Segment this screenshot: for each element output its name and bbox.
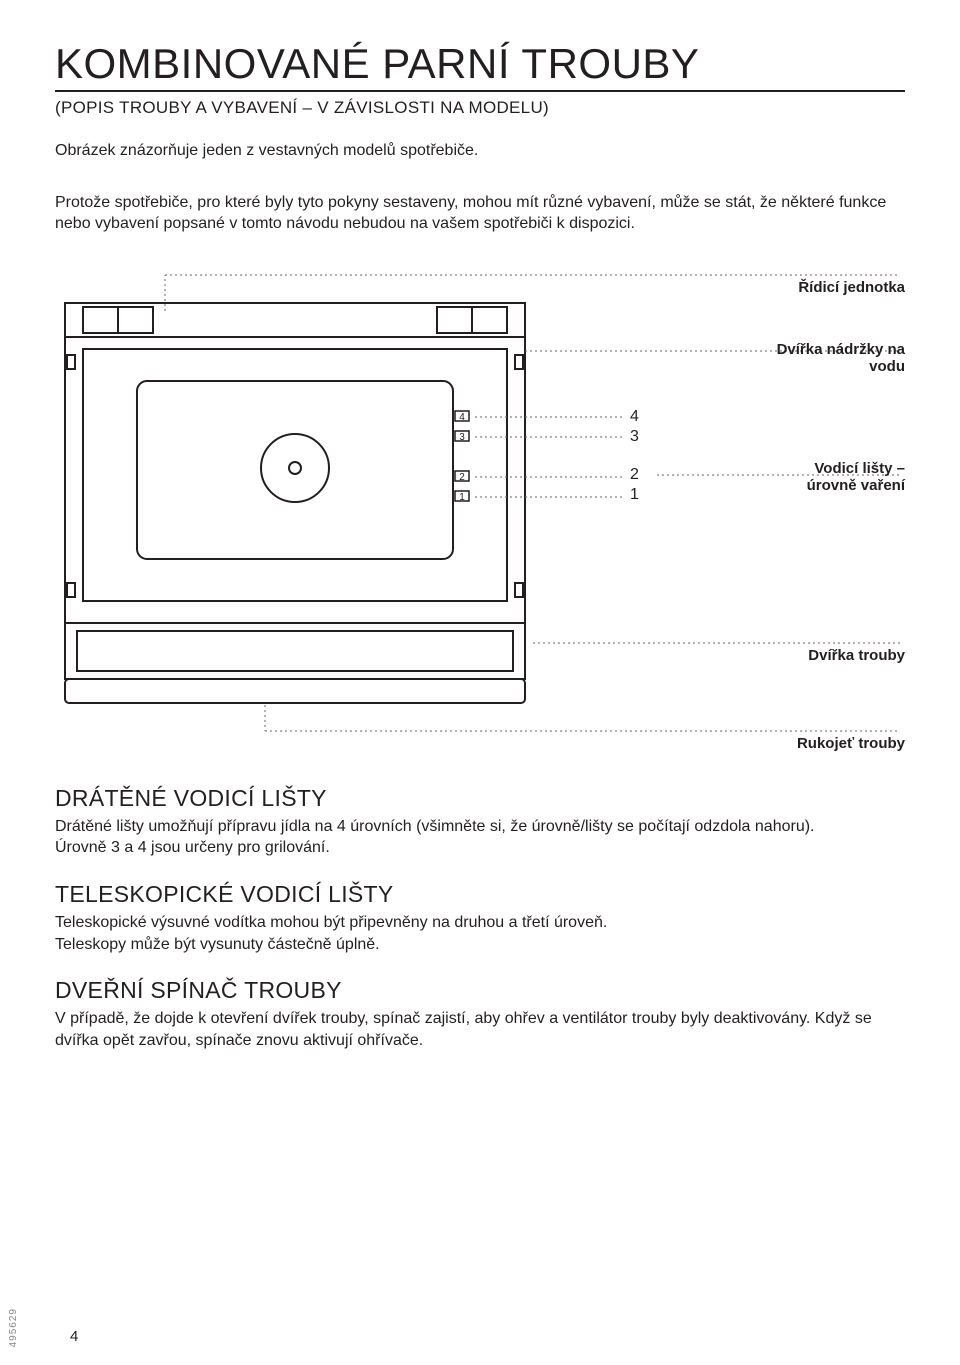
level-3-label: 3	[630, 427, 639, 447]
callout-guide-rails-l2: úrovně vaření	[807, 477, 905, 494]
callout-oven-handle: Rukojeť trouby	[797, 735, 905, 752]
callout-leaders	[55, 265, 905, 755]
door-switch-heading: DVEŘNÍ SPÍNAČ TROUBY	[55, 977, 905, 1004]
callout-guide-rails-l1: Vodicí lišty –	[814, 460, 905, 477]
wire-guides-p1: Drátěné lišty umožňují přípravu jídla na…	[55, 816, 905, 838]
page-title: KOMBINOVANÉ PARNÍ TROUBY	[55, 40, 905, 92]
callout-water-tank-door-l1: Dvířka nádržky na	[777, 341, 905, 358]
level-1-label: 1	[630, 485, 639, 505]
intro-paragraph-2: Protože spotřebiče, pro které byly tyto …	[55, 192, 905, 235]
telescopic-guides-p2: Teleskopy může být vysunuty částečně úpl…	[55, 934, 905, 956]
intro-paragraph-1: Obrázek znázorňuje jeden z vestavných mo…	[55, 140, 905, 162]
telescopic-guides-heading: TELESKOPICKÉ VODICÍ LIŠTY	[55, 881, 905, 908]
callout-oven-door: Dvířka trouby	[808, 647, 905, 664]
side-code: 495629	[8, 1308, 19, 1347]
wire-guides-p2: Úrovně 3 a 4 jsou určeny pro grilování.	[55, 837, 905, 859]
page-number: 4	[70, 1328, 78, 1345]
wire-guides-heading: DRÁTĚNÉ VODICÍ LIŠTY	[55, 785, 905, 812]
callout-water-tank-door-l2: vodu	[869, 358, 905, 375]
telescopic-guides-p1: Teleskopické výsuvné vodítka mohou být p…	[55, 912, 905, 934]
level-2-label: 2	[630, 465, 639, 485]
door-switch-p1: V případě, že dojde k otevření dvířek tr…	[55, 1008, 905, 1051]
callout-control-unit: Řídicí jednotka	[798, 279, 905, 296]
page-subtitle: (POPIS TROUBY A VYBAVENÍ – V ZÁVISLOSTI …	[55, 98, 905, 118]
oven-diagram: 4 3 2 1 Řídicí jednotka	[55, 265, 905, 755]
level-4-label: 4	[630, 407, 639, 427]
